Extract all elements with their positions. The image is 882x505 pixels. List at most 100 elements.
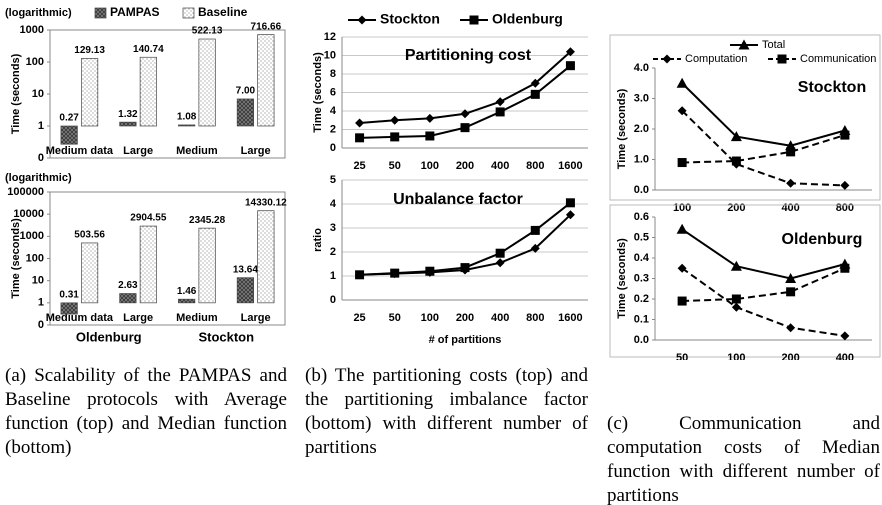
marker <box>840 130 850 140</box>
marker <box>425 131 435 141</box>
y-tick-label: 0.6 <box>634 211 649 223</box>
y-tick-label: 0 <box>38 319 44 331</box>
marker <box>460 109 470 119</box>
annotation: Oldenburg <box>782 231 863 248</box>
marker <box>495 107 505 117</box>
bar <box>139 225 157 304</box>
x-tick-label: Large <box>123 312 153 324</box>
y-tick-label: 1 <box>38 297 44 309</box>
marker <box>677 158 687 168</box>
marker <box>786 287 796 297</box>
y-tick-label: 2 <box>330 123 336 135</box>
x-tick-label: Large <box>241 145 271 157</box>
marker <box>662 54 672 64</box>
marker <box>730 260 742 271</box>
y-tick-label: 3 <box>330 222 336 234</box>
marker <box>530 89 540 99</box>
marker <box>786 147 796 157</box>
marker <box>390 115 400 125</box>
marker <box>677 296 687 306</box>
marker <box>677 106 687 116</box>
value-label: 13.64 <box>233 264 258 275</box>
y-tick-label: 1 <box>330 270 336 282</box>
marker <box>677 263 687 273</box>
bar <box>198 227 216 304</box>
bar <box>139 56 157 127</box>
marker <box>730 131 742 142</box>
marker <box>530 225 540 235</box>
x-axis-label: # of partitions <box>429 334 502 346</box>
marker <box>460 123 470 133</box>
marker <box>495 258 505 268</box>
y-axis-label: Time (seconds) <box>616 88 628 169</box>
legend-label: Stockton <box>380 11 440 27</box>
y-tick-label: 1.0 <box>634 153 649 165</box>
x-tick-label: Medium <box>176 312 218 324</box>
value-label: 522.13 <box>192 26 223 37</box>
marker <box>738 39 750 50</box>
marker <box>530 78 540 88</box>
y-axis-note: (logarithmic) <box>5 7 72 19</box>
bar <box>119 121 137 127</box>
value-label: 0.27 <box>59 113 79 124</box>
marker <box>731 294 741 304</box>
marker <box>565 198 575 208</box>
marker <box>777 54 787 64</box>
y-tick-label: 100 <box>26 56 44 68</box>
y-tick-label: 2 <box>330 246 336 258</box>
y-tick-label: 0 <box>330 294 336 306</box>
value-label: 1.46 <box>177 286 197 297</box>
marker <box>390 268 400 278</box>
legend-swatch <box>94 7 107 19</box>
marker <box>731 156 741 166</box>
y-tick-label: 5 <box>330 174 336 186</box>
annotation: Unbalance factor <box>393 191 523 208</box>
x-tick-label: 1600 <box>558 312 582 324</box>
marker <box>565 210 575 220</box>
legend-swatch <box>182 7 195 19</box>
legend-label: Total <box>762 39 785 51</box>
value-label: 1.32 <box>118 109 138 120</box>
x-tick-label: Medium data <box>46 312 114 324</box>
bar <box>81 242 99 304</box>
panel-frame <box>609 34 881 201</box>
value-label: 0.31 <box>59 289 79 300</box>
legend-label: Oldenburg <box>492 11 563 27</box>
plot-frame <box>49 191 286 326</box>
bar <box>257 34 275 127</box>
marker <box>425 113 435 123</box>
y-axis-label: Time (seconds) <box>616 238 628 319</box>
x-tick-label: 50 <box>389 312 401 324</box>
x-tick-label: 400 <box>491 160 509 172</box>
value-label: 129.13 <box>74 45 105 56</box>
x-tick-label: 400 <box>836 352 854 360</box>
bar <box>257 210 275 304</box>
x-tick-label: 25 <box>353 160 365 172</box>
y-tick-label: 4 <box>330 105 337 117</box>
y-tick-label: 1 <box>38 120 44 132</box>
y-tick-label: 100 <box>26 252 44 264</box>
marker <box>355 133 365 143</box>
value-label: 2345.28 <box>189 215 226 226</box>
y-axis-label: Time (seconds) <box>312 52 324 133</box>
x-tick-label: 200 <box>456 312 474 324</box>
bar <box>60 125 78 145</box>
panel-frame <box>609 204 881 358</box>
y-axis-label: Time (seconds) <box>10 53 22 134</box>
bar <box>178 298 196 304</box>
marker <box>785 273 797 283</box>
marker <box>840 331 850 341</box>
legend-label: Baseline <box>198 5 248 19</box>
bar <box>178 124 196 127</box>
y-tick-label: 0.1 <box>634 313 649 325</box>
y-axis-note: (logarithmic) <box>5 172 72 184</box>
marker <box>469 15 479 25</box>
marker <box>840 180 850 190</box>
group-label: Stockton <box>198 329 254 344</box>
marker <box>676 77 688 88</box>
x-tick-label: 200 <box>727 202 745 214</box>
marker <box>495 248 505 258</box>
y-tick-label: 4.0 <box>634 62 649 74</box>
